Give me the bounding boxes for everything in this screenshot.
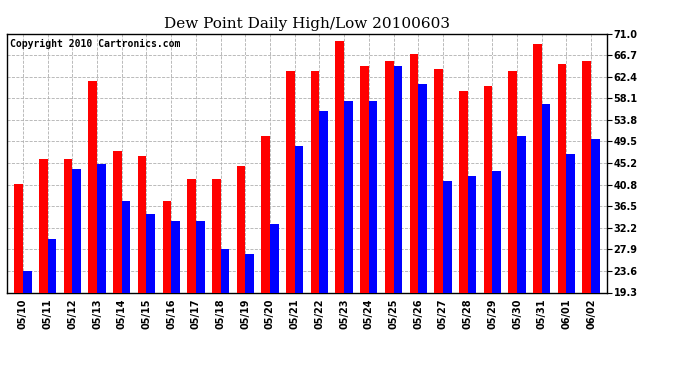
Bar xyxy=(88,81,97,375)
Bar xyxy=(113,152,121,375)
Bar xyxy=(410,54,418,375)
Bar xyxy=(542,104,551,375)
Bar xyxy=(237,166,245,375)
Bar xyxy=(221,249,229,375)
Bar xyxy=(385,61,393,375)
Bar xyxy=(138,156,146,375)
Bar xyxy=(319,111,328,375)
Bar xyxy=(262,136,270,375)
Bar xyxy=(196,221,204,375)
Bar xyxy=(97,164,106,375)
Bar xyxy=(459,91,468,375)
Text: Copyright 2010 Cartronics.com: Copyright 2010 Cartronics.com xyxy=(10,39,180,49)
Bar xyxy=(121,201,130,375)
Bar xyxy=(344,101,353,375)
Bar xyxy=(335,41,344,375)
Bar xyxy=(187,179,196,375)
Bar xyxy=(171,221,180,375)
Bar xyxy=(582,61,591,375)
Bar xyxy=(566,154,575,375)
Bar xyxy=(163,201,171,375)
Bar xyxy=(295,146,304,375)
Bar xyxy=(23,272,32,375)
Bar xyxy=(286,71,295,375)
Bar xyxy=(591,139,600,375)
Bar xyxy=(517,136,526,375)
Title: Dew Point Daily High/Low 20100603: Dew Point Daily High/Low 20100603 xyxy=(164,17,450,31)
Bar xyxy=(418,84,427,375)
Bar xyxy=(212,179,221,375)
Bar xyxy=(270,224,279,375)
Bar xyxy=(484,86,493,375)
Bar xyxy=(146,214,155,375)
Bar xyxy=(443,182,451,375)
Bar xyxy=(310,71,319,375)
Bar xyxy=(369,101,377,375)
Bar xyxy=(434,69,443,375)
Bar xyxy=(72,169,81,375)
Bar xyxy=(245,254,254,375)
Bar xyxy=(39,159,48,375)
Bar xyxy=(468,176,476,375)
Bar xyxy=(533,44,542,375)
Bar xyxy=(360,66,369,375)
Bar xyxy=(48,239,57,375)
Bar xyxy=(14,184,23,375)
Bar xyxy=(558,64,566,375)
Bar xyxy=(493,171,501,375)
Bar xyxy=(393,66,402,375)
Bar xyxy=(509,71,517,375)
Bar xyxy=(63,159,72,375)
